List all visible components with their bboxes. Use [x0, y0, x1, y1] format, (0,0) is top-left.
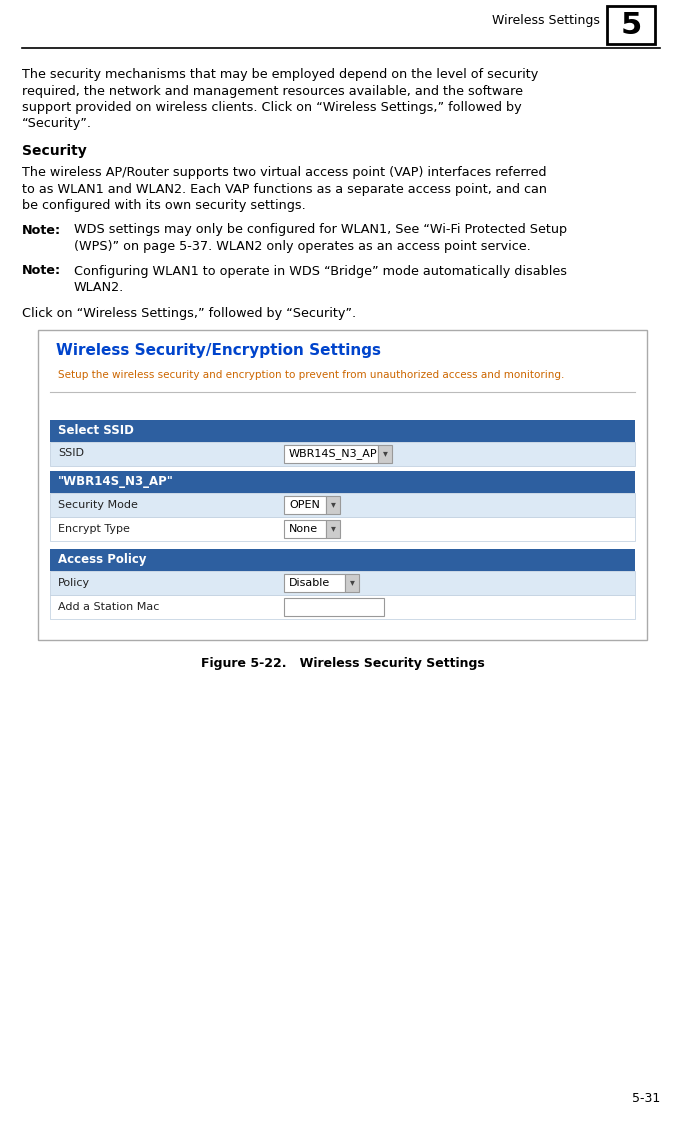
- FancyBboxPatch shape: [50, 420, 635, 441]
- Text: 5: 5: [621, 10, 642, 39]
- FancyBboxPatch shape: [607, 6, 655, 44]
- Text: OPEN: OPEN: [289, 500, 320, 510]
- FancyBboxPatch shape: [345, 574, 360, 592]
- Text: Setup the wireless security and encryption to prevent from unauthorized access a: Setup the wireless security and encrypti…: [58, 369, 564, 380]
- FancyBboxPatch shape: [326, 495, 340, 513]
- FancyBboxPatch shape: [284, 574, 345, 592]
- FancyBboxPatch shape: [50, 493, 635, 517]
- FancyBboxPatch shape: [38, 329, 647, 639]
- Text: SSID: SSID: [58, 448, 84, 458]
- FancyBboxPatch shape: [284, 445, 378, 463]
- Text: The wireless AP/Router supports two virtual access point (VAP) interfaces referr: The wireless AP/Router supports two virt…: [22, 166, 547, 179]
- Text: Select SSID: Select SSID: [58, 424, 134, 437]
- Text: ▾: ▾: [350, 577, 355, 587]
- Text: Disable: Disable: [289, 577, 330, 587]
- Text: 5-31: 5-31: [632, 1092, 660, 1105]
- Text: ▾: ▾: [382, 448, 388, 458]
- Text: Encrypt Type: Encrypt Type: [58, 523, 130, 533]
- Text: Figure 5-22.   Wireless Security Settings: Figure 5-22. Wireless Security Settings: [201, 657, 484, 670]
- FancyBboxPatch shape: [284, 520, 326, 538]
- FancyBboxPatch shape: [50, 441, 635, 466]
- FancyBboxPatch shape: [50, 471, 635, 493]
- Text: Wireless Settings: Wireless Settings: [492, 13, 600, 27]
- Text: WLAN2.: WLAN2.: [74, 281, 124, 294]
- FancyBboxPatch shape: [284, 495, 326, 513]
- Text: Security: Security: [22, 144, 87, 158]
- Text: Access Policy: Access Policy: [58, 553, 147, 566]
- Text: Policy: Policy: [58, 577, 90, 587]
- Text: to as WLAN1 and WLAN2. Each VAP functions as a separate access point, and can: to as WLAN1 and WLAN2. Each VAP function…: [22, 183, 547, 195]
- FancyBboxPatch shape: [326, 520, 340, 538]
- FancyBboxPatch shape: [50, 594, 635, 619]
- FancyBboxPatch shape: [50, 570, 635, 594]
- Text: The security mechanisms that may be employed depend on the level of security: The security mechanisms that may be empl…: [22, 69, 538, 81]
- FancyBboxPatch shape: [50, 517, 635, 540]
- Text: Add a Station Mac: Add a Station Mac: [58, 602, 160, 612]
- Text: Note:: Note:: [22, 265, 61, 277]
- Text: support provided on wireless clients. Click on “Wireless Settings,” followed by: support provided on wireless clients. Cl…: [22, 101, 521, 115]
- Text: Wireless Security/Encryption Settings: Wireless Security/Encryption Settings: [56, 344, 381, 358]
- FancyBboxPatch shape: [284, 597, 384, 615]
- Text: ▾: ▾: [331, 500, 336, 510]
- Text: “Security”.: “Security”.: [22, 118, 92, 130]
- FancyBboxPatch shape: [378, 445, 392, 463]
- Text: be configured with its own security settings.: be configured with its own security sett…: [22, 199, 306, 212]
- Text: Configuring WLAN1 to operate in WDS “Bridge” mode automatically disables: Configuring WLAN1 to operate in WDS “Bri…: [74, 265, 567, 277]
- Text: (WPS)” on page 5-37. WLAN2 only operates as an access point service.: (WPS)” on page 5-37. WLAN2 only operates…: [74, 240, 531, 253]
- Text: "WBR14S_N3_AP": "WBR14S_N3_AP": [58, 475, 174, 489]
- Text: WDS settings may only be configured for WLAN1, See “Wi-Fi Protected Setup: WDS settings may only be configured for …: [74, 223, 567, 237]
- Text: Click on “Wireless Settings,” followed by “Security”.: Click on “Wireless Settings,” followed b…: [22, 308, 356, 320]
- Text: None: None: [289, 523, 318, 533]
- Text: required, the network and management resources available, and the software: required, the network and management res…: [22, 84, 523, 98]
- Text: ▾: ▾: [331, 523, 336, 533]
- FancyBboxPatch shape: [50, 548, 635, 570]
- Text: WBR14S_N3_AP: WBR14S_N3_AP: [289, 448, 377, 459]
- Text: Security Mode: Security Mode: [58, 500, 138, 510]
- Text: Note:: Note:: [22, 223, 61, 237]
